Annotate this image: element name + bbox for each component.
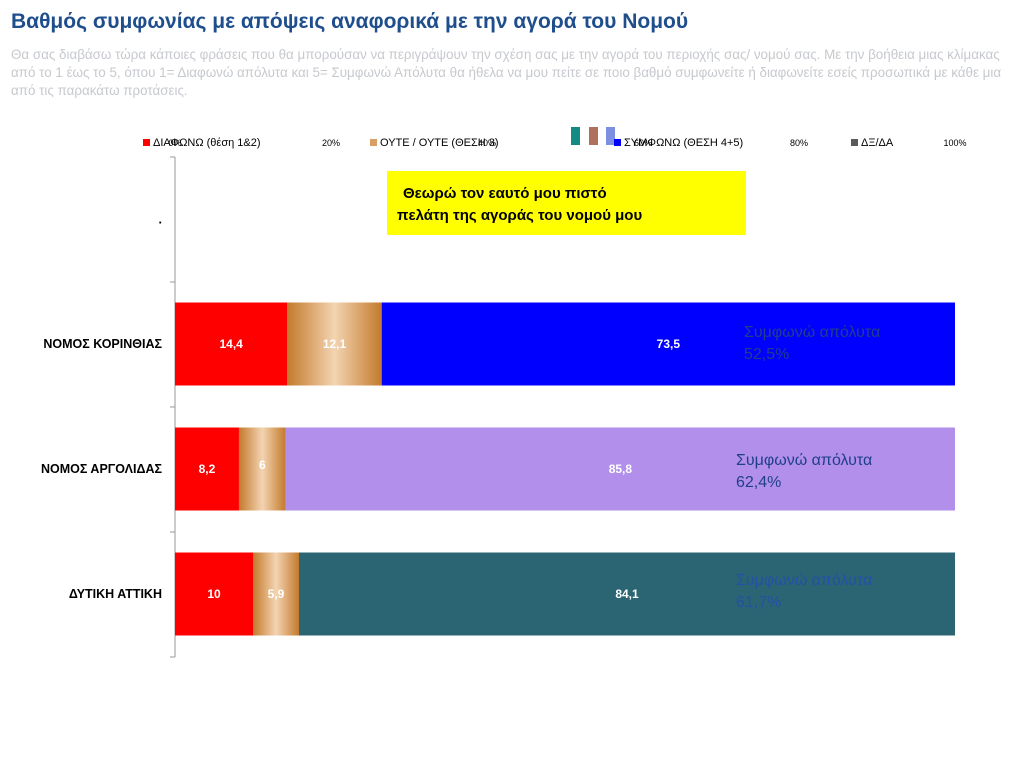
category-label: .: [159, 213, 162, 227]
chart-decorations: [571, 127, 615, 145]
legend-label: ΔΙΑΦΩΝΩ (θέση 1&2): [153, 137, 261, 149]
bar-value-label: 14,4: [219, 337, 243, 351]
bars-group: 14,4 12,1 73,5 0 8,2 6 85,8 0 10 5,9 84,1 0: [175, 302, 962, 636]
x-tick-label: 0%: [168, 138, 181, 148]
legend-label: ΟΥΤΕ / ΟΥΤΕ (ΘΕΣΗ 3): [380, 137, 499, 149]
note-attiki: Συμφωνώ απόλυτα 61,7%: [736, 570, 872, 614]
x-axis-ticks: 0% 20% 40% 60% 80% 100%: [168, 138, 966, 148]
bar-segment: [299, 552, 955, 636]
note-label: Συμφωνώ απόλυτα: [736, 452, 873, 469]
note-label: Συμφωνώ απόλυτα: [744, 324, 881, 341]
bar-segment: [381, 302, 955, 386]
bar-value-label: 12,1: [323, 337, 347, 351]
lilac-swatch-icon: [606, 127, 615, 145]
bar-segment: [175, 427, 239, 511]
bar-value-label: 10: [207, 587, 221, 601]
legend-label: ΣΥΜΦΩΝΩ (ΘΕΣΗ 4+5): [624, 137, 743, 149]
bar-value-label: 0: [955, 587, 962, 601]
legend-swatch: [370, 139, 377, 146]
bar-value-label: 85,8: [609, 462, 633, 476]
legend-label: ΔΞ/ΔΑ: [861, 137, 894, 149]
category-label: ΝΟΜΟΣ ΑΡΓΟΛΙΔΑΣ: [41, 462, 162, 476]
statement-callout: Θεωρώ τον εαυτό μου πιστό πελάτη της αγο…: [387, 171, 746, 235]
bar-segment: [238, 427, 286, 511]
x-tick-label: 80%: [790, 138, 808, 148]
bar-segment: [287, 302, 382, 386]
category-label: ΔΥΤΙΚΗ ΑΤΤΙΚΗ: [69, 587, 162, 601]
callout-line-2: πελάτη της αγοράς του νομού μου: [397, 207, 643, 224]
x-tick-label: 20%: [322, 138, 340, 148]
legend-swatch: [851, 139, 858, 146]
brown-swatch-icon: [589, 127, 598, 145]
bar-value-label: 73,5: [657, 337, 681, 351]
bar-value-label: 6: [259, 458, 266, 472]
y-axis: [170, 156, 176, 658]
note-label: Συμφωνώ απόλυτα: [736, 572, 873, 589]
page-subtitle: Θα σας διαβάσω τώρα κάποιες φράσεις που …: [11, 47, 1002, 98]
page-title: Βαθμός συμφωνίας με απόψεις αναφορικά με…: [11, 10, 689, 33]
bar-value-label: 0: [955, 337, 962, 351]
category-label: ΝΟΜΟΣ ΚΟΡΙΝΘΙΑΣ: [43, 337, 162, 351]
x-tick-label: 60%: [634, 138, 652, 148]
bar-segment: [175, 302, 288, 386]
bar-segment: [285, 427, 955, 511]
x-tick-label: 100%: [943, 138, 966, 148]
legend-swatch: [614, 139, 621, 146]
category-labels: . ΝΟΜΟΣ ΚΟΡΙΝΘΙΑΣ ΝΟΜΟΣ ΑΡΓΟΛΙΔΑΣ ΔΥΤΙΚΗ ΑΤ…: [41, 213, 162, 602]
bar-value-label: 8,2: [199, 462, 216, 476]
bar-segment: [175, 552, 253, 636]
teal-swatch-icon: [571, 127, 580, 145]
note-korinthias: Συμφωνώ απόλυτα 52,5%: [744, 322, 880, 366]
chart-legend: ΔΙΑΦΩΝΩ (θέση 1&2) ΟΥΤΕ / ΟΥΤΕ (ΘΕΣΗ 3) ΣΥ…: [143, 137, 894, 149]
bar-value-label: 84,1: [615, 587, 639, 601]
note-value: 61,7%: [736, 594, 782, 611]
x-tick-label: 40%: [478, 138, 496, 148]
note-argolidas: Συμφωνώ απόλυτα 62,4%: [736, 450, 872, 494]
bar-value-label: 0: [955, 462, 962, 476]
callout-line-1: Θεωρώ τον εαυτό μου πιστό: [403, 185, 607, 202]
bar-value-label: 5,9: [268, 587, 285, 601]
bar-segment: [253, 552, 300, 636]
note-value: 52,5%: [744, 346, 790, 363]
note-value: 62,4%: [736, 474, 782, 491]
legend-swatch: [143, 139, 150, 146]
